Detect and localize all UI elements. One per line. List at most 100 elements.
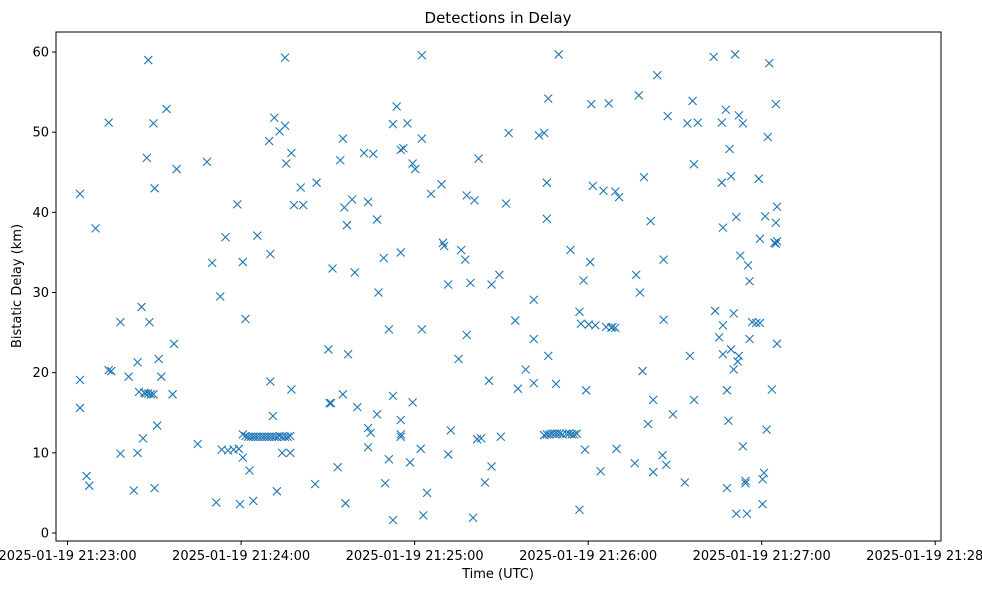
data-point — [221, 232, 230, 242]
data-point — [738, 442, 748, 451]
data-point — [575, 307, 584, 317]
data-point — [576, 319, 586, 329]
data-point — [745, 276, 754, 286]
data-point — [172, 164, 181, 174]
data-point — [338, 134, 348, 143]
data-point — [722, 385, 732, 395]
data-point — [75, 189, 85, 199]
data-point — [596, 466, 605, 476]
data-point — [751, 318, 761, 328]
data-point — [152, 421, 162, 430]
data-point — [680, 478, 690, 487]
data-point — [328, 264, 337, 273]
data-point — [717, 178, 727, 188]
data-point — [579, 276, 588, 285]
data-point — [543, 94, 553, 103]
data-points — [75, 50, 782, 525]
data-point — [350, 268, 360, 277]
y-axis: 0 10 20 30 40 50 60 — [32, 46, 56, 541]
data-point — [731, 212, 741, 222]
data-point — [150, 483, 160, 493]
data-point — [554, 50, 564, 59]
data-point — [280, 121, 290, 131]
data-point — [149, 389, 158, 399]
data-point — [143, 55, 153, 65]
data-point — [755, 318, 765, 328]
data-point — [658, 450, 667, 460]
data-point — [646, 216, 656, 226]
data-point — [416, 444, 426, 454]
data-point — [368, 149, 378, 159]
data-point — [496, 432, 506, 442]
data-point — [156, 372, 166, 382]
data-point — [417, 134, 427, 143]
data-point — [718, 349, 728, 359]
data-point — [754, 174, 764, 184]
data-point — [634, 90, 644, 100]
data-point — [610, 187, 620, 196]
data-point — [268, 411, 278, 421]
data-point — [588, 181, 598, 191]
data-point — [359, 148, 369, 158]
data-point — [162, 104, 171, 114]
data-point — [388, 391, 398, 401]
data-point — [154, 354, 164, 364]
data-point — [343, 349, 353, 359]
data-point — [466, 278, 475, 288]
data-point — [238, 257, 248, 267]
data-point — [513, 384, 523, 394]
data-point — [543, 351, 553, 361]
data-point — [129, 486, 139, 495]
data-point — [149, 118, 158, 128]
y-tick-label: 10 — [32, 446, 49, 461]
data-point — [426, 189, 436, 199]
data-point — [758, 499, 767, 509]
data-point — [572, 429, 582, 438]
data-point — [462, 330, 472, 340]
data-point — [75, 403, 85, 413]
data-point — [116, 449, 125, 459]
data-point — [682, 118, 692, 128]
data-point — [610, 323, 620, 333]
data-point — [106, 366, 116, 376]
data-point — [211, 498, 221, 507]
data-point — [366, 428, 376, 438]
data-point — [717, 118, 727, 127]
data-point — [396, 432, 406, 442]
data-point — [742, 509, 752, 519]
data-point — [142, 153, 152, 163]
data-point — [193, 439, 203, 449]
data-point — [341, 498, 350, 508]
data-point — [599, 186, 608, 196]
data-point — [312, 178, 321, 188]
data-point — [363, 197, 373, 207]
data-point — [663, 111, 673, 121]
y-tick-label: 30 — [32, 286, 49, 301]
data-point — [718, 320, 728, 330]
data-point — [145, 317, 154, 327]
data-point — [743, 260, 753, 270]
data-point — [668, 409, 678, 419]
data-point — [539, 128, 549, 138]
data-point — [417, 324, 427, 334]
x-tick-label: 2025-01-19 21:24:00 — [172, 549, 310, 564]
y-tick-label: 60 — [32, 46, 49, 61]
y-axis-label: Bistatic Delay (km) — [10, 224, 25, 348]
data-point — [709, 52, 719, 62]
data-point — [287, 148, 296, 158]
data-point — [764, 58, 774, 68]
data-point — [735, 251, 745, 261]
data-point — [269, 113, 279, 123]
data-point — [352, 402, 362, 412]
data-point — [438, 238, 448, 248]
data-point — [238, 453, 248, 463]
data-point — [439, 241, 449, 251]
data-point — [741, 476, 750, 486]
data-point — [631, 270, 641, 280]
data-point — [454, 354, 463, 364]
chart-title: Detections in Delay — [425, 9, 572, 27]
data-point — [379, 253, 389, 263]
data-point — [289, 200, 299, 210]
data-point — [534, 131, 544, 140]
